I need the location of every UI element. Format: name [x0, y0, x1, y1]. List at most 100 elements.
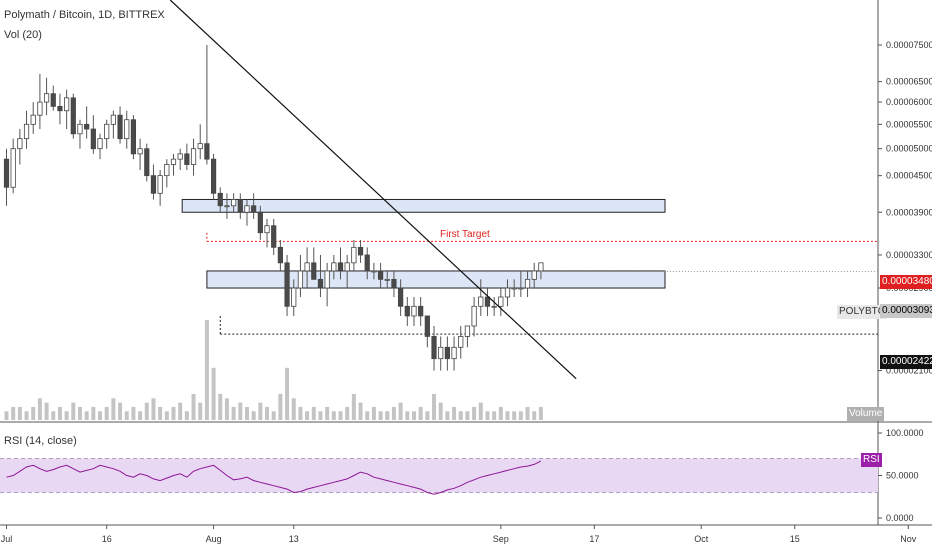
resistance-price-tag: 0.00003480 — [880, 275, 932, 289]
candle — [37, 73, 43, 130]
candle — [50, 85, 56, 111]
volume-bar — [291, 398, 296, 420]
candle — [277, 239, 283, 271]
volume-bar — [385, 411, 390, 420]
price-tick-label: 0.00004500 — [886, 171, 932, 181]
support-price-tag: 0.00002422 — [880, 355, 932, 369]
candle — [117, 106, 123, 144]
candle-body — [284, 262, 290, 307]
volume-bar — [265, 406, 270, 420]
volume-bar — [71, 402, 76, 420]
candle — [458, 325, 464, 359]
candle — [518, 270, 524, 297]
volume-bar — [118, 402, 123, 420]
candle-body — [291, 287, 297, 307]
candle — [70, 93, 76, 139]
candle-body — [478, 296, 484, 307]
candle — [284, 254, 290, 316]
volume-bar — [4, 411, 9, 420]
candle-body — [511, 287, 517, 290]
candle-body — [117, 114, 123, 140]
candle — [418, 296, 424, 326]
volume-bar — [271, 411, 276, 420]
volume-bar — [37, 398, 42, 420]
volume-bar — [425, 411, 430, 420]
candle-body — [144, 148, 150, 177]
candle — [30, 102, 36, 134]
time-tick-label: 15 — [790, 534, 800, 544]
volume-bar — [418, 406, 423, 420]
volume-bar — [465, 411, 470, 420]
volume-bar — [538, 406, 543, 420]
candle-body — [251, 205, 257, 213]
candle-body — [130, 119, 137, 155]
candle — [130, 115, 137, 160]
candle — [391, 270, 397, 297]
candle — [471, 296, 477, 337]
candle-body — [90, 128, 96, 150]
price-tick-label: 0.00006500 — [886, 77, 932, 87]
candle — [97, 133, 103, 160]
candle — [64, 89, 70, 130]
candle — [504, 279, 511, 307]
candle — [210, 153, 217, 200]
candle — [431, 325, 437, 371]
volume-bar — [131, 406, 136, 420]
candle — [264, 218, 270, 248]
volume-bar — [251, 411, 256, 420]
volume-bar — [104, 406, 109, 420]
volume-bar — [532, 411, 537, 420]
candle — [164, 159, 170, 188]
volume-bar — [171, 406, 176, 420]
descending-trendline — [169, 0, 577, 380]
candle — [491, 296, 497, 316]
candle-body — [104, 123, 110, 140]
candle — [524, 270, 531, 297]
candle — [10, 138, 16, 194]
time-tick-label: Jul — [1, 534, 13, 544]
candle — [3, 148, 10, 206]
candle — [478, 279, 484, 316]
volume-indicator-label: Vol (20) — [4, 29, 42, 41]
volume-bar — [525, 406, 530, 420]
candle — [371, 262, 377, 280]
candle — [351, 239, 357, 271]
candle-body — [17, 138, 23, 150]
candle-body — [30, 114, 36, 125]
volume-bar — [365, 411, 370, 420]
candle-body — [531, 270, 537, 280]
volume-bar — [218, 393, 223, 420]
candle-body — [110, 114, 116, 125]
candle-body — [331, 262, 337, 272]
candle — [190, 138, 197, 176]
candle-body — [164, 164, 170, 177]
volume-bar — [305, 411, 310, 420]
volume-bar — [278, 393, 283, 420]
time-tick-label: Sep — [493, 534, 509, 544]
volume-bar — [311, 406, 316, 420]
candle-body — [311, 262, 317, 280]
candle — [331, 254, 337, 280]
volume-bar — [17, 406, 22, 420]
candle-body — [424, 315, 430, 337]
volume-bar — [91, 406, 96, 420]
candle — [170, 153, 177, 176]
volume-bar — [298, 406, 303, 420]
price-tick-label: 0.00005000 — [886, 144, 932, 154]
candle-body — [257, 211, 263, 234]
volume-bar — [178, 402, 183, 420]
candle — [204, 45, 210, 165]
candle — [217, 187, 223, 213]
candle — [451, 336, 457, 371]
candle-body — [50, 93, 56, 107]
candle-body — [364, 254, 370, 272]
candle — [77, 119, 83, 149]
candle-body — [190, 148, 197, 165]
candle-body — [224, 205, 230, 208]
price-tick-label: 0.00006000 — [886, 97, 932, 107]
volume-bar — [331, 411, 336, 420]
volume-bar — [472, 406, 477, 420]
volume-bar — [31, 406, 36, 420]
